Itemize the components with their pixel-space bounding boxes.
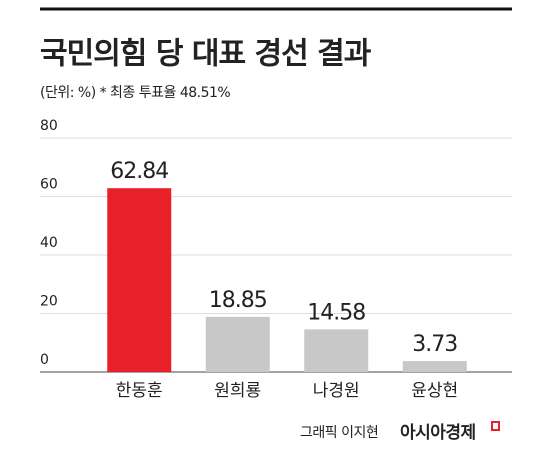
value-label: 18.85 bbox=[209, 288, 267, 313]
logo-mark bbox=[491, 421, 500, 431]
bar bbox=[304, 329, 369, 372]
value-label: 14.58 bbox=[307, 300, 365, 325]
source: 아시아경제 bbox=[400, 423, 476, 443]
y-tick-label: 80 bbox=[40, 118, 58, 134]
x-tick-label: 윤상현 bbox=[411, 381, 458, 401]
bar bbox=[402, 361, 467, 372]
x-tick-label: 원희룡 bbox=[214, 381, 261, 401]
x-tick-label: 한동훈 bbox=[116, 381, 163, 401]
chart-title: 국민의힘 당 대표 경선 결과 bbox=[40, 37, 372, 72]
chart-subtitle: (단위: %) * 최종 투표율 48.51% bbox=[40, 85, 230, 101]
y-tick-label: 40 bbox=[40, 235, 58, 251]
bar bbox=[205, 316, 270, 372]
value-label: 3.73 bbox=[412, 332, 457, 357]
y-tick-label: 0 bbox=[40, 352, 49, 368]
x-tick-label: 나경원 bbox=[313, 381, 360, 401]
bar bbox=[107, 188, 172, 372]
value-label: 62.84 bbox=[110, 159, 168, 184]
y-tick-label: 60 bbox=[40, 177, 58, 193]
y-tick-label: 20 bbox=[40, 294, 58, 310]
credit: 그래픽 이지현 bbox=[300, 425, 378, 441]
